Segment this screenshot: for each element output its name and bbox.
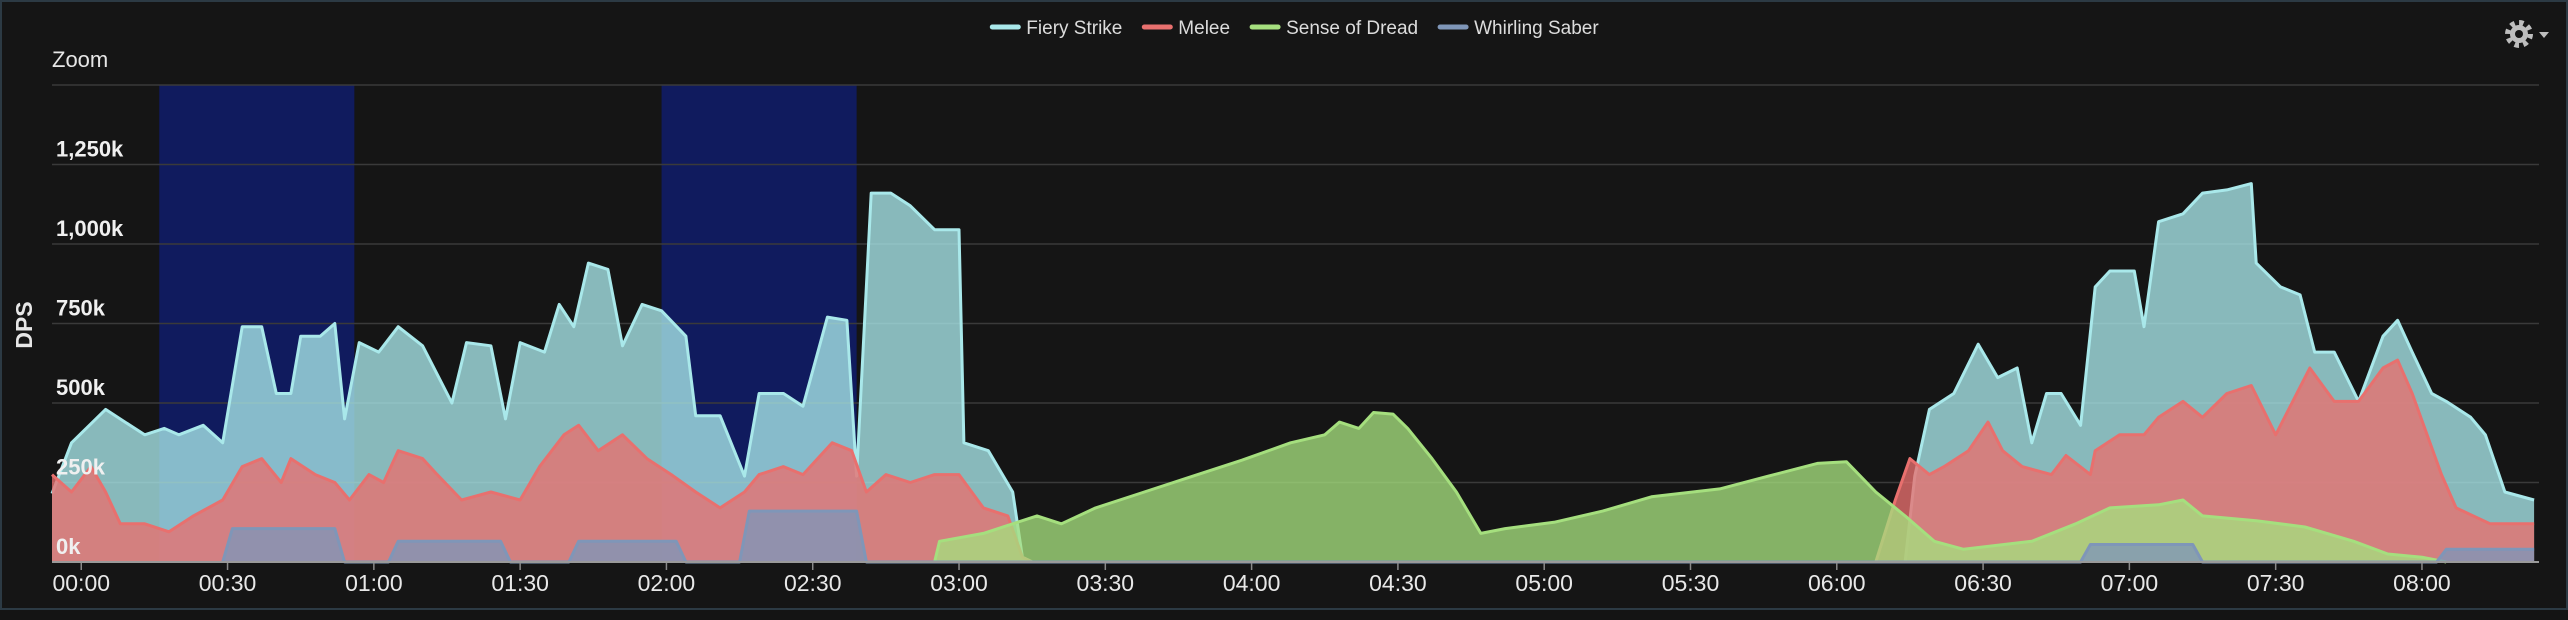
x-tick-label: 06:30 (1954, 570, 2012, 596)
legend-label: Whirling Saber (1474, 18, 1599, 39)
settings-gear[interactable] (2505, 20, 2549, 48)
legend-item[interactable]: Sense of Dread (1249, 18, 1418, 39)
y-tick-label: 0k (56, 534, 81, 559)
zoom-label[interactable]: Zoom (52, 47, 108, 72)
legend-item[interactable]: Fiery Strike (989, 18, 1122, 39)
series-area (934, 412, 2447, 562)
x-tick-label: 02:30 (784, 570, 842, 596)
y-tick-label: 250k (56, 455, 106, 480)
x-tick-label: 06:00 (1808, 570, 1866, 596)
x-tick-label: 01:30 (491, 570, 549, 596)
legend-label: Fiery Strike (1026, 18, 1122, 39)
legend-item[interactable]: Whirling Saber (1437, 18, 1599, 39)
series-area (222, 511, 2535, 562)
x-tick-label: 00:30 (199, 570, 257, 596)
x-tick-label: 04:30 (1369, 570, 1427, 596)
legend-label: Sense of Dread (1286, 18, 1418, 39)
x-tick-label: 00:00 (52, 570, 110, 596)
x-tick-label: 07:30 (2247, 570, 2305, 596)
series-area (52, 360, 2535, 562)
x-tick-label: 05:00 (1515, 570, 1573, 596)
legend: Fiery Strike Melee Sense of Dread Whirling … (989, 18, 1599, 39)
y-tick-label: 500k (56, 375, 106, 400)
y-tick-label: 750k (56, 296, 106, 321)
x-tick-label: 03:00 (930, 570, 988, 596)
series-area (52, 183, 2535, 562)
x-tick-label: 04:00 (1223, 570, 1281, 596)
y-axis-title: DPS (11, 301, 37, 348)
x-tick-label: 07:00 (2101, 570, 2159, 596)
x-tick-label: 08:00 (2393, 570, 2451, 596)
series-line (50, 182, 2535, 564)
legend-item[interactable]: Melee (1141, 18, 1230, 39)
x-tick-label: 05:30 (1662, 570, 1720, 596)
series-line (51, 358, 2535, 564)
x-tick-label: 01:00 (345, 570, 403, 596)
axes: 0k 250k 500k 750k 1,000k 1,250k 00:00 00:30 01:0… (52, 137, 2539, 596)
x-tick-label: 02:00 (638, 570, 696, 596)
series-line (933, 411, 2447, 564)
x-tick-label: 03:30 (1077, 570, 1135, 596)
y-tick-label: 1,250k (56, 137, 124, 162)
legend-label: Melee (1178, 18, 1230, 39)
y-tick-label: 1,000k (56, 216, 124, 241)
